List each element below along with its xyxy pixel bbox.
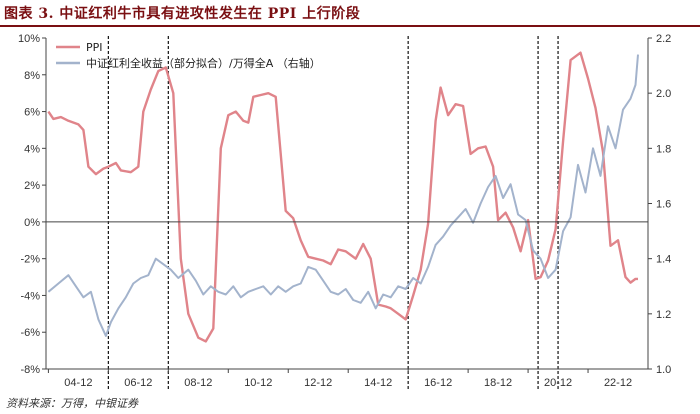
- x-tick-label: 14-12: [364, 377, 392, 389]
- right-tick-label: 1.2: [656, 309, 671, 321]
- x-tick-label: 16-12: [424, 377, 452, 389]
- right-tick-label: 2.2: [656, 33, 671, 45]
- right-tick-label: 1.0: [656, 364, 671, 376]
- x-tick-label: 18-12: [484, 377, 512, 389]
- x-tick-label: 20-12: [544, 377, 572, 389]
- title-rule: [0, 25, 700, 27]
- legend-label: PPI: [86, 41, 103, 54]
- dividend-index-series-line: [47, 54, 639, 337]
- axes: -8% -6% -4% -2% 0% 2% 4% 6% 8% 10% 1.0 1.2 1.4 1.6 1.8…: [18, 33, 671, 389]
- series-layer: [47, 51, 639, 343]
- x-tick-label: 10-12: [244, 377, 272, 389]
- source-note: 资料来源：万得，中银证券: [6, 397, 138, 410]
- x-tick-label: 08-12: [184, 377, 212, 389]
- legend-label: 中证红利全收益（部分拟合）/万得全A （右轴）: [86, 56, 321, 70]
- figure-title: 图表 3. 中证红利牛市具有进攻性发生在 PPI 上行阶段: [4, 6, 361, 22]
- x-tick-label: 22-12: [604, 377, 632, 389]
- legend: PPI 中证红利全收益（部分拟合）/万得全A （右轴）: [56, 41, 321, 70]
- left-tick-label: -8%: [20, 364, 40, 376]
- ppi-series-line: [47, 51, 638, 343]
- reference-lines: [107, 36, 559, 389]
- left-tick-label: 2%: [24, 180, 40, 192]
- left-tick-label: 10%: [18, 33, 40, 45]
- x-tick-label: 12-12: [304, 377, 332, 389]
- x-tick-label: 04-12: [64, 377, 92, 389]
- left-tick-label: -6%: [20, 327, 40, 339]
- left-tick-label: 8%: [24, 70, 40, 82]
- right-tick-label: 2.0: [656, 88, 671, 100]
- right-tick-label: 1.6: [656, 199, 671, 211]
- left-tick-label: -4%: [20, 290, 40, 302]
- left-tick-label: 0%: [24, 217, 40, 229]
- x-tick-label: 06-12: [124, 377, 152, 389]
- left-tick-label: 6%: [24, 107, 40, 119]
- left-tick-label: 4%: [24, 143, 40, 155]
- right-tick-label: 1.8: [656, 143, 671, 155]
- left-tick-label: -2%: [20, 254, 40, 266]
- right-tick-label: 1.4: [656, 254, 671, 266]
